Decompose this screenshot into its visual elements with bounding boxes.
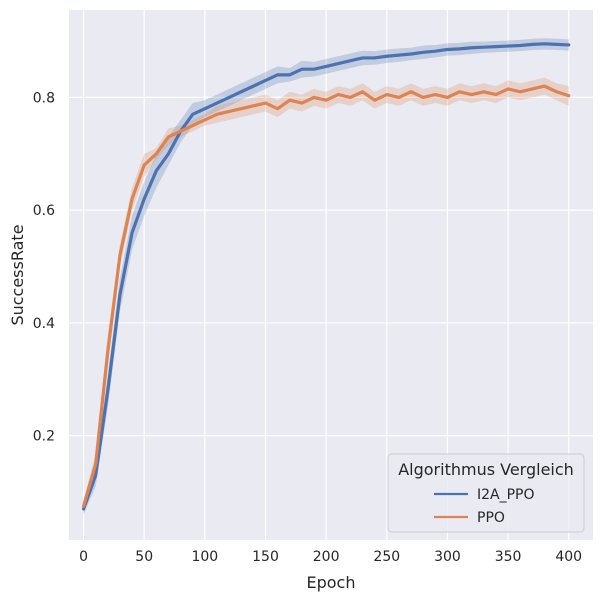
y-tick-label: 0.4 [33,316,55,332]
x-tick-label: 0 [79,549,88,565]
x-ticks: 0 50 100 150 200 250 300 350 400 [79,549,582,565]
y-axis-label: SuccessRate [8,224,27,325]
x-tick-label: 50 [135,549,153,565]
x-tick-label: 300 [434,549,461,565]
legend-title: Algorithmus Vergleich [398,460,574,479]
y-tick-label: 0.6 [33,203,55,219]
legend-label-i2a-ppo: I2A_PPO [477,487,535,503]
x-tick-label: 100 [191,549,218,565]
legend-box [387,453,585,533]
x-tick-label: 200 [313,549,340,565]
x-axis-label: Epoch [307,573,356,592]
line-i2a-ppo [81,42,571,511]
y-tick-label: 0.2 [33,429,55,445]
grid [69,10,593,540]
x-tick-label: 350 [495,549,522,565]
x-tick-label: 250 [373,549,400,565]
x-tick-label: 400 [555,549,582,565]
series-lines [81,42,571,511]
legend: Algorithmus Vergleich I2A_PPO PPO [387,453,585,533]
y-tick-label: 0.8 [33,90,55,106]
line-ppo [81,84,571,508]
y-ticks: 0.2 0.4 0.6 0.8 [33,90,55,444]
legend-label-ppo: PPO [477,510,505,526]
x-tick-label: 150 [252,549,279,565]
